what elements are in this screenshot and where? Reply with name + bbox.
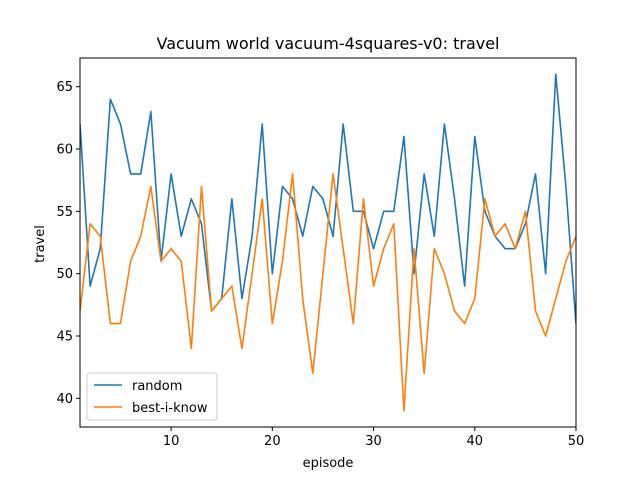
y-tick-label: 40 [56,392,73,407]
legend-label-best-i-know: best-i-know [132,401,208,416]
x-tick-label: 40 [467,434,484,449]
plot-area [80,73,576,412]
series-line-best-i-know [80,173,576,412]
chart-title: Vacuum world vacuum-4squares-v0: travel [156,34,499,53]
axes-frame [79,57,577,428]
y-tick-label: 60 [56,143,73,158]
x-tick-label: 10 [163,434,180,449]
y-tick-label: 55 [56,205,73,220]
y-tick-label: 65 [56,80,73,95]
y-axis-label: travel [33,225,48,263]
legend: random best-i-know [86,372,218,421]
y-tick-label: 50 [56,267,73,282]
x-tick-label: 20 [264,434,281,449]
x-tick-label: 30 [365,434,382,449]
x-tick-label: 50 [568,434,585,449]
legend-label-random: random [132,379,182,394]
axes: 10 20 30 40 50 40 45 50 55 60 65 [56,57,585,449]
y-tick-label: 45 [56,329,73,344]
x-axis-label: episode [303,456,354,471]
